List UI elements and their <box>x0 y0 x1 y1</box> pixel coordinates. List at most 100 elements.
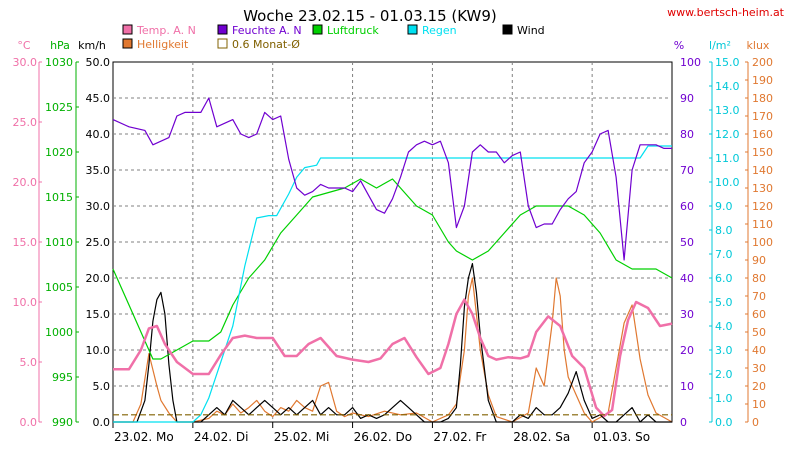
pressure-tick-label: 995 <box>52 371 73 384</box>
series-regen <box>113 145 672 423</box>
rain-tick-label: 10.0 <box>715 176 740 189</box>
pressure-tick-label: 990 <box>52 416 73 429</box>
lux-axis-unit: klux <box>747 39 770 52</box>
lux-tick-label: 110 <box>752 218 773 231</box>
humidity-tick-label: 40 <box>680 272 694 285</box>
x-tick-label: 24.02. Di <box>194 430 249 444</box>
wind-tick-label: 20.0 <box>86 272 111 285</box>
lux-tick-label: 100 <box>752 236 773 249</box>
humidity-axis-unit: % <box>674 39 684 52</box>
lux-tick-label: 190 <box>752 74 773 87</box>
lux-tick-label: 150 <box>752 146 773 159</box>
wind-tick-label: 30.0 <box>86 200 111 213</box>
lux-tick-label: 40 <box>752 344 766 357</box>
wind-tick-label: 0.0 <box>93 416 111 429</box>
lux-tick-label: 70 <box>752 290 766 303</box>
wind-axis-unit: km/h <box>78 39 106 52</box>
wind-tick-label: 40.0 <box>86 128 111 141</box>
rain-tick-label: 6.0 <box>715 272 733 285</box>
legend-item-wind: Wind <box>502 24 545 37</box>
humidity-tick-label: 0 <box>680 416 687 429</box>
pressure-tick-label: 1005 <box>45 281 73 294</box>
x-tick-label: 01.03. So <box>593 430 650 444</box>
rain-tick-label: 15.0 <box>715 56 740 69</box>
legend-label: Helligkeit <box>137 38 189 51</box>
legend-item-feuchte-a-n: Feuchte A. N <box>217 24 302 37</box>
lux-tick-label: 140 <box>752 164 773 177</box>
legend-swatch <box>122 38 133 49</box>
legend-swatch <box>312 24 323 35</box>
rain-tick-label: 8.0 <box>715 224 733 237</box>
rain-axis-unit: l/m² <box>709 39 731 52</box>
temp-tick-label: 0.0 <box>20 416 38 429</box>
humidity-tick-label: 60 <box>680 200 694 213</box>
legend-item-temp-a-n: Temp. A. N <box>122 24 196 37</box>
legend-label: Temp. A. N <box>136 24 196 37</box>
wind-tick-label: 5.0 <box>93 380 111 393</box>
legend-swatch <box>122 24 133 35</box>
legend-item-regen: Regen <box>407 24 457 37</box>
rain-tick-label: 12.0 <box>715 128 740 141</box>
axes: 23.02. Mo 24.02. Di 25.02. Mi 26.02. Do 27.0… <box>13 39 774 444</box>
pressure-tick-label: 1020 <box>45 146 73 159</box>
series-feuchte-a-n <box>112 97 672 261</box>
temp-tick-label: 30.0 <box>13 56 38 69</box>
pressure-tick-label: 1010 <box>45 236 73 249</box>
legend-swatch <box>407 24 418 35</box>
lux-tick-label: 120 <box>752 200 773 213</box>
legend-item-helligkeit: Helligkeit <box>122 38 189 51</box>
pressure-tick-label: 1000 <box>45 326 73 339</box>
source-link[interactable]: www.bertsch-heim.at <box>667 6 785 19</box>
lux-tick-label: 60 <box>752 308 766 321</box>
series-temp-a-n <box>113 298 673 418</box>
humidity-tick-label: 100 <box>680 56 701 69</box>
humidity-tick-label: 70 <box>680 164 694 177</box>
pressure-tick-label: 1025 <box>45 101 73 114</box>
temp-tick-label: 10.0 <box>13 296 38 309</box>
wind-tick-label: 10.0 <box>86 344 111 357</box>
lux-tick-label: 80 <box>752 272 766 285</box>
series-luftdruck <box>112 178 673 360</box>
pressure-tick-label: 1015 <box>45 191 73 204</box>
legend-swatch <box>217 24 228 35</box>
legend-item-luftdruck: Luftdruck <box>312 24 379 37</box>
rain-tick-label: 2.0 <box>715 368 733 381</box>
wind-tick-label: 35.0 <box>86 164 111 177</box>
temp-tick-label: 20.0 <box>13 176 38 189</box>
rain-tick-label: 9.0 <box>715 200 733 213</box>
legend-label: Luftdruck <box>327 24 379 37</box>
legend-label: Feuchte A. N <box>232 24 302 37</box>
x-tick-label: 28.02. Sa <box>513 430 570 444</box>
lux-tick-label: 160 <box>752 128 773 141</box>
pressure-tick-label: 1030 <box>45 56 73 69</box>
temp-axis-unit: °C <box>17 39 31 52</box>
legend: Temp. A. N Feuchte A. N Luftdruck Regen Wind… <box>122 24 545 51</box>
lux-tick-label: 180 <box>752 92 773 105</box>
lux-tick-label: 130 <box>752 182 773 195</box>
pressure-axis-unit: hPa <box>50 39 70 52</box>
rain-tick-label: 3.0 <box>715 344 733 357</box>
humidity-tick-label: 80 <box>680 128 694 141</box>
humidity-tick-label: 50 <box>680 236 694 249</box>
temp-tick-label: 15.0 <box>13 236 38 249</box>
lux-tick-label: 90 <box>752 254 766 267</box>
plot-area <box>112 97 673 423</box>
series-helligkeit <box>113 277 673 423</box>
lux-tick-label: 30 <box>752 362 766 375</box>
legend-item-0-6-monat: 0.6 Monat-Ø <box>217 38 300 51</box>
wind-tick-label: 45.0 <box>86 92 111 105</box>
x-tick-label: 23.02. Mo <box>114 430 174 444</box>
humidity-tick-label: 90 <box>680 92 694 105</box>
wind-tick-label: 15.0 <box>86 308 111 321</box>
legend-label: Regen <box>422 24 457 37</box>
wind-tick-label: 50.0 <box>86 56 111 69</box>
lux-tick-label: 50 <box>752 326 766 339</box>
lux-tick-label: 20 <box>752 380 766 393</box>
legend-label: Wind <box>517 24 545 37</box>
legend-swatch <box>217 38 228 49</box>
temp-tick-label: 25.0 <box>13 116 38 129</box>
lux-tick-label: 10 <box>752 398 766 411</box>
series-wind <box>113 263 672 423</box>
